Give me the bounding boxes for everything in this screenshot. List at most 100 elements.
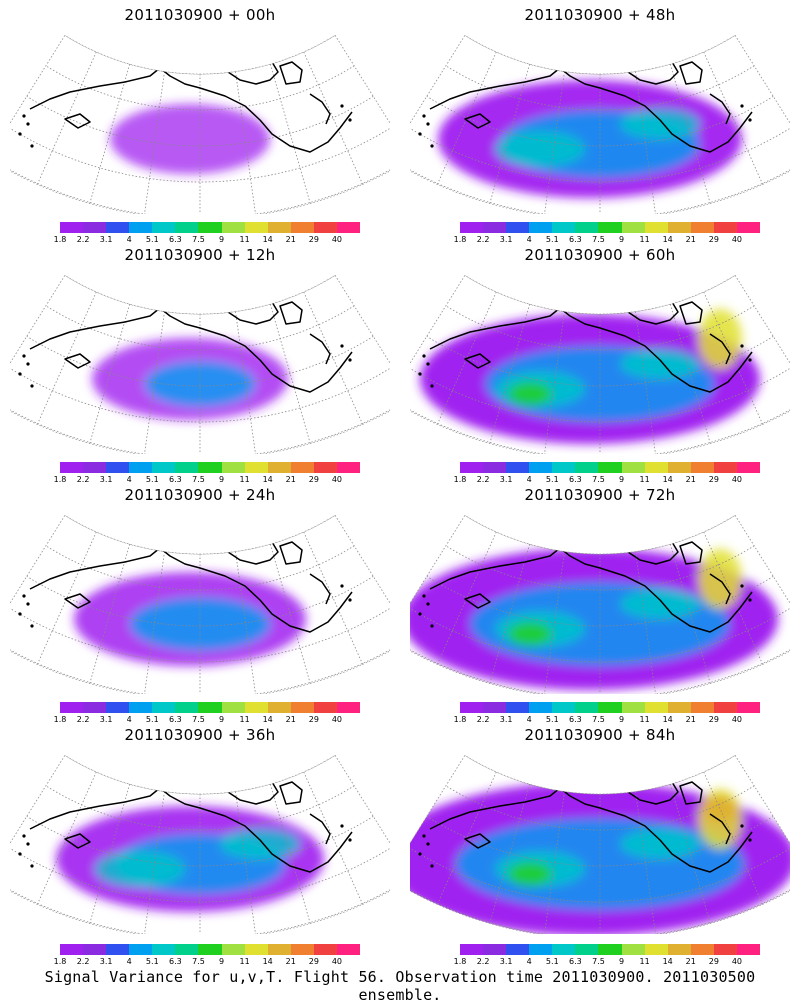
colorbar-swatch: [152, 222, 176, 233]
colorbar-tick-label: 6.3: [569, 475, 582, 484]
colorbar-swatch: [483, 702, 507, 713]
colorbar-tick-label: 2.2: [476, 235, 490, 244]
colorbar-swatch: [713, 462, 737, 473]
colorbar-swatch: [313, 702, 337, 713]
colorbar-swatch: [198, 222, 222, 233]
colorbar-tick-label: 29: [708, 715, 719, 724]
colorbar-tick-label: 2.2: [76, 235, 90, 244]
colorbar-swatch: [621, 222, 645, 233]
panel-title: 2011030900 + 00h: [124, 6, 276, 24]
polar-map: [10, 754, 390, 934]
colorbar-tick-label: 3.1: [499, 475, 513, 484]
colorbar-swatch: [267, 702, 291, 713]
colorbar-swatch: [267, 944, 291, 955]
colorbar-swatch: [598, 944, 622, 955]
colorbar-swatch: [460, 222, 484, 233]
colorbar-tick-label: 21: [685, 235, 696, 244]
colorbar-swatch: [483, 222, 507, 233]
colorbar-tick-label: 7.5: [592, 475, 605, 484]
colorbar-tick-label: 29: [308, 957, 319, 966]
colorbar-swatch: [129, 222, 153, 233]
colorbar-swatch: [336, 222, 361, 233]
colorbar-tick-label: 40: [331, 235, 343, 244]
colorbar-swatch: [690, 944, 714, 955]
colorbar-tick-label: 5.1: [145, 957, 159, 966]
polar-map: [10, 34, 390, 214]
colorbar-swatch: [644, 944, 668, 955]
colorbar-tick-label: 14: [262, 235, 273, 244]
colorbar-tick-label: 6.3: [569, 235, 582, 244]
colorbar-swatch: [667, 944, 691, 955]
colorbar-tick-label: 6.3: [569, 957, 582, 966]
colorbar-swatch: [506, 702, 530, 713]
colorbar-tick-label: 9: [618, 475, 625, 484]
colorbar-swatch: [736, 702, 761, 713]
colorbar-swatch: [60, 944, 84, 955]
colorbar-tick-label: 21: [285, 715, 296, 724]
colorbar-swatch: [713, 702, 737, 713]
colorbar-swatch: [713, 944, 737, 955]
panel-title: 2011030900 + 48h: [524, 6, 676, 24]
colorbar-tick-label: 14: [662, 475, 673, 484]
panel-title: 2011030900 + 36h: [124, 726, 276, 744]
colorbar-swatch: [621, 702, 645, 713]
colorbar-tick-label: 1.8: [453, 957, 467, 966]
colorbar-tick-label: 21: [685, 957, 696, 966]
colorbar-swatch: [644, 702, 668, 713]
colorbar-tick-label: 7.5: [592, 235, 605, 244]
colorbar-swatch: [690, 702, 714, 713]
colorbar-tick-label: 3.1: [99, 957, 113, 966]
forecast-panel: 2011030900 + 48h 1.8 2.2 3.1 4 5.1 6.3 7.5 9 11 14…: [400, 0, 800, 244]
colorbar-swatch: [575, 702, 599, 713]
colorbar-tick-label: 11: [239, 475, 250, 484]
forecast-panel: 2011030900 + 72h 1.8 2.2 3.1 4 5.1 6.3 7.5 9 11 14…: [400, 480, 800, 724]
colorbar-swatch: [621, 462, 645, 473]
colorbar-tick-label: 29: [708, 475, 719, 484]
colorbar-swatch: [336, 944, 361, 955]
colorbar-tick-label: 4: [126, 957, 132, 966]
colorbar-swatch: [575, 462, 599, 473]
forecast-panel: 2011030900 + 36h 1.8 2.2 3.1 4 5.1 6.3 7.5 9 11 14…: [0, 720, 400, 966]
colorbar-swatch: [83, 944, 107, 955]
colorbar-tick-label: 21: [685, 715, 696, 724]
colorbar-ticks: 1.8 2.2 3.1 4 5.1 6.3 7.5 9 11 14 21 29 40: [454, 235, 760, 245]
colorbar-swatch: [336, 702, 361, 713]
colorbar-tick-label: 5.1: [145, 475, 159, 484]
colorbar-swatch: [552, 702, 576, 713]
colorbar-tick-label: 5.1: [145, 235, 159, 244]
forecast-panel: 2011030900 + 84h 1.8 2.2 3.1 4 5.1 6.3 7.5 9 11 14…: [400, 720, 800, 966]
panel-title: 2011030900 + 24h: [124, 486, 276, 504]
colorbar: [460, 944, 761, 955]
colorbar-swatch: [152, 702, 176, 713]
colorbar-swatch: [290, 944, 314, 955]
panel-title: 2011030900 + 72h: [524, 486, 676, 504]
colorbar-tick-label: 2.2: [76, 715, 90, 724]
colorbar-swatch: [60, 462, 84, 473]
colorbar-tick-label: 5.1: [545, 715, 559, 724]
panel-title: 2011030900 + 12h: [124, 246, 276, 264]
colorbar-tick-label: 1.8: [53, 235, 67, 244]
colorbar-tick-label: 1.8: [453, 715, 467, 724]
colorbar-tick-label: 3.1: [99, 235, 113, 244]
colorbar-tick-label: 14: [662, 235, 673, 244]
colorbar-tick-label: 9: [218, 957, 225, 966]
colorbar-swatch: [575, 222, 599, 233]
colorbar-tick-label: 2.2: [76, 957, 90, 966]
colorbar-tick-label: 3.1: [499, 235, 513, 244]
polar-map: [410, 514, 790, 694]
colorbar-swatch: [175, 222, 199, 233]
colorbar-swatch: [83, 702, 107, 713]
colorbar-tick-label: 5.1: [545, 475, 559, 484]
colorbar-swatch: [198, 702, 222, 713]
colorbar-swatch: [460, 944, 484, 955]
colorbar-tick-label: 11: [639, 715, 650, 724]
colorbar-tick-label: 21: [285, 235, 296, 244]
colorbar-swatch: [621, 944, 645, 955]
colorbar-swatch: [198, 944, 222, 955]
colorbar-swatch: [221, 462, 245, 473]
colorbar-tick-label: 40: [731, 957, 743, 966]
forecast-panel: 2011030900 + 12h 1.8 2.2 3.1 4 5.1 6.3 7.5 9 11 14…: [0, 240, 400, 484]
colorbar-swatch: [529, 944, 553, 955]
colorbar-swatch: [221, 222, 245, 233]
colorbar-tick-label: 7.5: [592, 957, 605, 966]
